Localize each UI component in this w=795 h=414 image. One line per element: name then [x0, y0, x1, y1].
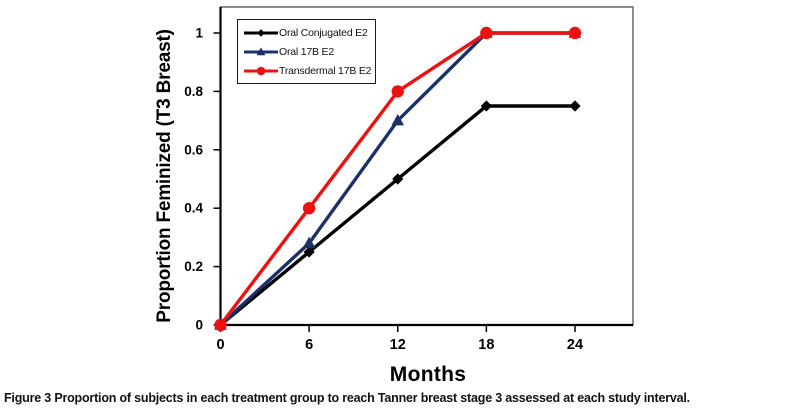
x-tick-label: 18: [478, 337, 494, 353]
y-tick-label: 0: [195, 318, 203, 333]
legend-label: Oral 17B E2: [279, 45, 334, 58]
legend-item-transdermal-17b-e2: Transdermal 17B E2: [243, 63, 375, 79]
legend-label: Transdermal 17B E2: [279, 64, 372, 77]
legend-marker-triangle-icon: [244, 46, 278, 55]
legend-item-oral-conjugated-e2: Oral Conjugated E2: [243, 25, 375, 41]
legend-marker-diamond-icon: [244, 28, 278, 37]
figure-caption-text: Proportion of subjects in each treatment…: [54, 391, 690, 405]
series-marker-diamond: [392, 173, 404, 185]
y-axis-title: Proportion Feminized (T3 Breast): [154, 29, 175, 323]
x-tick-label: 24: [567, 337, 583, 353]
series-line-oral-conjugated-e2: [219, 104, 575, 327]
y-tick-label: 0.4: [184, 201, 203, 216]
x-tick-label: 6: [305, 337, 313, 353]
series-marker-triangle: [302, 236, 316, 248]
figure-caption-label: Figure 3: [4, 391, 52, 405]
x-tick-label: 12: [390, 337, 406, 353]
legend-marker-circle-icon: [244, 66, 278, 75]
x-axis-title: Months: [389, 363, 467, 386]
series-marker-diamond: [303, 246, 315, 258]
series-marker-diamond: [569, 100, 581, 112]
series-marker-circle: [391, 85, 404, 98]
legend-label: Oral Conjugated E2: [279, 26, 368, 39]
legend-item-oral-17b-e2: Oral 17B E2: [243, 44, 375, 60]
figure-caption: Figure 3 Proportion of subjects in each …: [4, 391, 792, 405]
series-marker-triangle: [391, 113, 405, 126]
y-tick-label: 0.8: [184, 84, 203, 99]
series-marker-circle: [302, 202, 316, 215]
series-marker-diamond: [480, 100, 492, 112]
series-marker-circle: [214, 318, 227, 332]
legend: Oral Conjugated E2 Oral 17B E2 Transderm…: [237, 19, 376, 84]
y-tick-label: 0.6: [184, 142, 203, 157]
series-marker-circle: [480, 26, 493, 40]
y-tick-label: 1: [195, 26, 203, 41]
y-tick-label: 0.2: [184, 259, 203, 274]
x-tick-label: 0: [216, 337, 224, 353]
series-marker-circle: [568, 26, 582, 40]
